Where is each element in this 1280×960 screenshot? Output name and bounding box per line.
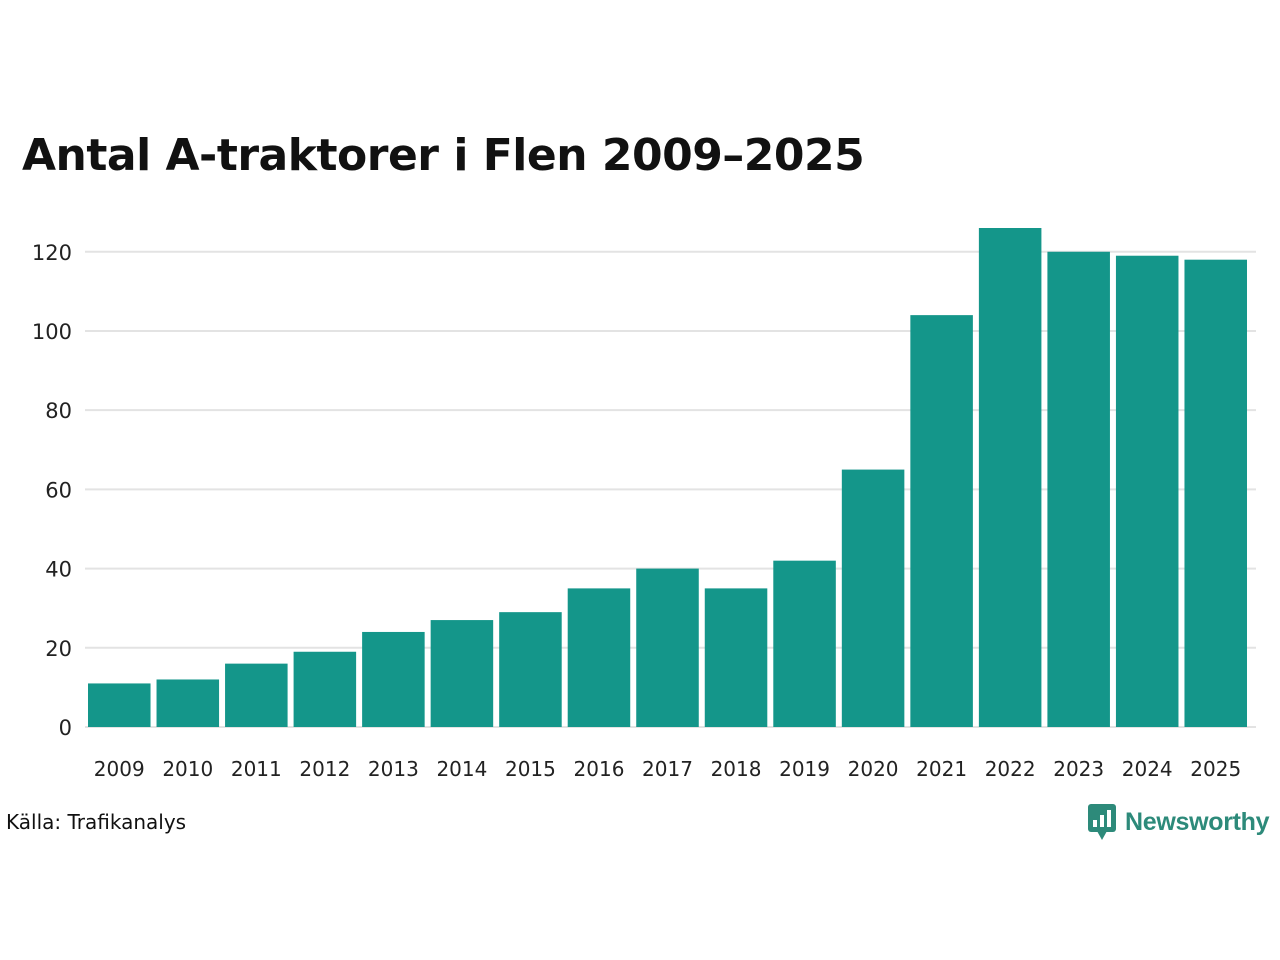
bar-2025 <box>1184 259 1247 727</box>
x-tick-label: 2025 <box>1190 757 1241 781</box>
y-tick-label: 20 <box>45 637 72 661</box>
y-tick-label: 120 <box>32 241 72 265</box>
x-tick-label: 2018 <box>711 757 762 781</box>
x-tick-label: 2020 <box>848 757 899 781</box>
x-tick-label: 2010 <box>162 757 213 781</box>
x-tick-label: 2011 <box>231 757 282 781</box>
x-tick-label: 2012 <box>299 757 350 781</box>
y-tick-label: 40 <box>45 558 72 582</box>
bar-2012 <box>293 651 357 727</box>
bar-2013 <box>362 631 425 727</box>
y-tick-label: 60 <box>45 478 72 502</box>
y-axis-tick-labels: 0 20 40 60 80 100 120 <box>32 241 72 740</box>
bar-2014 <box>430 620 494 727</box>
chart-title: Antal A-traktorer i Flen 2009–2025 <box>22 130 865 181</box>
bar-2009 <box>88 683 151 727</box>
x-tick-label: 2023 <box>1053 757 1104 781</box>
bar-2022 <box>978 228 1042 727</box>
newsworthy-logo: Newsworthy <box>1088 802 1270 842</box>
y-tick-label: 0 <box>59 716 72 740</box>
bar-2017 <box>636 568 699 727</box>
x-tick-label: 2013 <box>368 757 419 781</box>
bars <box>88 228 1247 727</box>
bar-chart-speech-bubble-icon <box>1088 804 1116 840</box>
bar-2015 <box>499 612 562 727</box>
x-tick-label: 2022 <box>985 757 1036 781</box>
source-note: Källa: Trafikanalys <box>6 810 187 834</box>
x-axis-tick-labels: 2009 2010 2011 2012 2013 2014 2015 2016 2017 2018… <box>94 757 1241 781</box>
bar-2010 <box>156 679 220 727</box>
x-tick-label: 2015 <box>505 757 556 781</box>
x-tick-label: 2009 <box>94 757 145 781</box>
x-tick-label: 2016 <box>574 757 625 781</box>
y-tick-label: 80 <box>45 399 72 423</box>
bar-2019 <box>773 560 836 727</box>
bar-2024 <box>1115 255 1179 727</box>
bar-2011 <box>225 663 288 727</box>
brand-name: Newsworthy <box>1125 807 1270 836</box>
x-tick-label: 2014 <box>436 757 487 781</box>
y-tick-label: 100 <box>32 320 72 344</box>
x-tick-label: 2019 <box>779 757 830 781</box>
x-tick-label: 2017 <box>642 757 693 781</box>
x-tick-label: 2024 <box>1122 757 1173 781</box>
bar-2021 <box>910 315 973 727</box>
bar-2016 <box>567 588 631 727</box>
bar-2020 <box>841 469 905 727</box>
x-tick-label: 2021 <box>916 757 967 781</box>
bar-2023 <box>1047 251 1110 727</box>
bar-2018 <box>704 588 768 727</box>
